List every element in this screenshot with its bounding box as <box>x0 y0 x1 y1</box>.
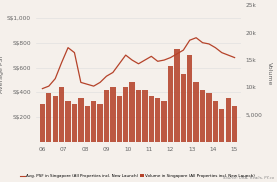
Bar <box>149 96 154 142</box>
Bar <box>213 101 218 142</box>
Bar <box>104 90 109 142</box>
Bar <box>40 104 45 142</box>
Bar <box>206 93 212 142</box>
Bar <box>193 82 199 142</box>
Bar <box>110 87 116 142</box>
Y-axis label: Volume: Volume <box>268 62 273 85</box>
Bar <box>98 104 103 142</box>
Bar <box>161 101 167 142</box>
Bar <box>168 66 173 142</box>
Bar <box>78 98 84 142</box>
Bar <box>181 74 186 142</box>
Bar <box>219 109 224 142</box>
Bar <box>232 106 237 142</box>
Bar <box>129 82 135 142</box>
Bar <box>53 96 58 142</box>
Text: Source: URA, Realis, PY.co: Source: URA, Realis, PY.co <box>223 176 274 180</box>
Bar <box>117 96 122 142</box>
Bar <box>72 104 77 142</box>
Bar <box>46 93 52 142</box>
Bar <box>59 87 64 142</box>
Bar <box>225 98 231 142</box>
Y-axis label: Average PSF: Average PSF <box>0 54 4 93</box>
Bar <box>91 101 96 142</box>
Bar <box>142 90 148 142</box>
Bar <box>200 90 205 142</box>
Bar <box>174 49 179 142</box>
Bar <box>65 101 71 142</box>
Bar <box>123 87 128 142</box>
Bar <box>84 106 90 142</box>
Bar <box>155 98 160 142</box>
Legend: Avg. PSF in Singapore (All Properties incl. New Launch), Volume in Singapore (Al: Avg. PSF in Singapore (All Properties in… <box>19 173 257 180</box>
Bar <box>187 55 193 142</box>
Bar <box>136 90 141 142</box>
